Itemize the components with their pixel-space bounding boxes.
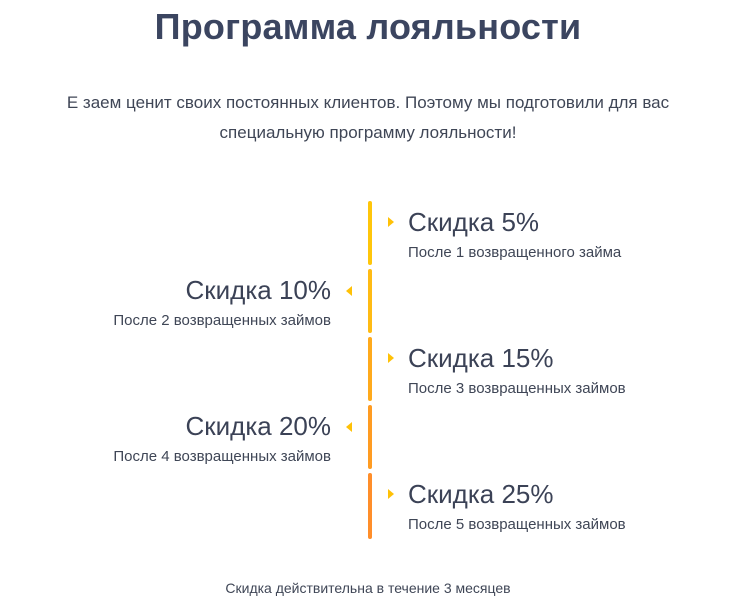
discount-heading: Скидка 10% — [185, 275, 331, 305]
timeline-segment-2 — [368, 269, 372, 333]
page-title: Программа лояльности — [154, 6, 582, 47]
discount-item-5: Скидка 5% После 1 возвращенного займа — [408, 207, 621, 261]
discount-item-10: Скидка 10% После 2 возвращенных займов — [113, 275, 331, 329]
arrow-right-icon — [388, 353, 394, 363]
validity-note: Скидка действительна в течение 3 месяцев — [225, 580, 511, 596]
discount-heading: Скидка 15% — [408, 343, 554, 373]
intro-line-1: Е заем ценит своих постоянных клиентов. … — [66, 93, 670, 112]
discount-heading: Скидка 25% — [408, 479, 554, 509]
timeline-segment-1 — [368, 201, 372, 265]
arrow-right-icon — [388, 217, 394, 227]
discount-heading: Скидка 5% — [408, 207, 540, 237]
timeline-segment-3 — [368, 337, 372, 401]
arrow-left-icon — [346, 286, 352, 296]
discount-condition: После 4 возвращенных займов — [113, 448, 331, 465]
arrow-right-icon — [388, 489, 394, 499]
discount-condition: После 3 возвращенных займов — [408, 380, 626, 397]
loyalty-timeline: Скидка 5% После 1 возвращенного займа Ск… — [0, 201, 736, 541]
discount-item-20: Скидка 20% После 4 возвращенных займов — [113, 411, 331, 465]
timeline-segment-5 — [368, 473, 372, 539]
discount-heading: Скидка 20% — [185, 411, 331, 441]
intro-text: Е заем ценит своих постоянных клиентов. … — [0, 88, 736, 148]
arrow-left-icon — [346, 422, 352, 432]
timeline-segment-4 — [368, 405, 372, 469]
discount-condition: После 2 возвращенных займов — [113, 312, 331, 329]
discount-condition: После 5 возвращенных займов — [408, 516, 626, 533]
discount-item-15: Скидка 15% После 3 возвращенных займов — [408, 343, 626, 397]
discount-condition: После 1 возвращенного займа — [408, 244, 622, 261]
intro-line-2: специальную программу лояльности! — [219, 123, 517, 142]
discount-item-25: Скидка 25% После 5 возвращенных займов — [408, 479, 626, 533]
